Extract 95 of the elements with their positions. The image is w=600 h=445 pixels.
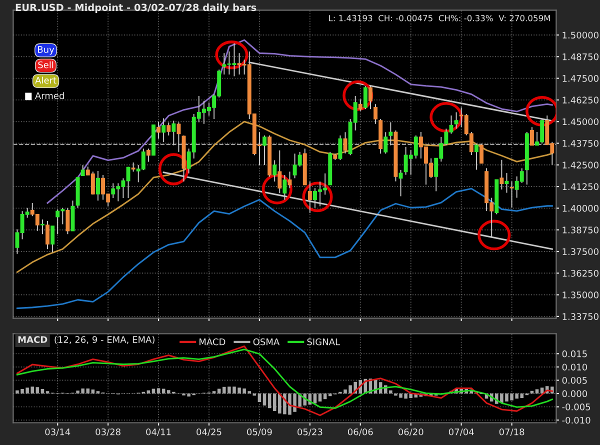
chart-title: MACD xyxy=(18,336,48,343)
candlestick xyxy=(162,118,166,143)
candlestick xyxy=(343,132,348,154)
x-tick-label: 07/04 xyxy=(448,428,474,436)
candlestick xyxy=(374,104,378,124)
candlestick xyxy=(40,218,44,235)
y-tick-label: 0.010 xyxy=(562,364,587,371)
x-tick-label: 06/20 xyxy=(398,428,424,436)
y-tick-label: 1.40000 xyxy=(562,204,598,212)
y-tick-label: 1.43750 xyxy=(562,140,598,147)
legend-label: SIGNAL xyxy=(307,338,340,346)
y-tick-label: 0.005 xyxy=(562,376,587,384)
legend-label: OSMA xyxy=(253,338,280,346)
chart-subtitle: (12, 26, 9 - EMA, EMA) xyxy=(54,336,154,344)
x-tick-label: 03/28 xyxy=(96,428,120,436)
candlestick xyxy=(176,122,181,152)
x-tick-label: 06/06 xyxy=(348,428,373,436)
candlestick xyxy=(80,164,85,176)
candlestick xyxy=(384,132,388,154)
x-tick-label: 04/25 xyxy=(196,428,222,436)
bar xyxy=(258,394,262,402)
candlestick xyxy=(166,122,171,136)
candlestick xyxy=(510,180,514,208)
candlestick xyxy=(454,112,458,130)
y-tick-label: 1.42500 xyxy=(562,162,598,168)
annotation: Armed xyxy=(34,92,64,100)
bar xyxy=(272,394,276,412)
candlestick xyxy=(156,121,161,140)
x-tick-label: 05/23 xyxy=(298,428,322,436)
y-tick-label: -0.010 xyxy=(562,416,590,424)
candlestick xyxy=(474,143,478,170)
bar xyxy=(318,394,322,402)
bar xyxy=(36,387,40,394)
line-series xyxy=(16,345,553,416)
candlestick xyxy=(131,162,136,172)
x-tick-label: 05/09 xyxy=(247,428,272,436)
y-tick-label: 1.37500 xyxy=(562,248,598,256)
candlestick xyxy=(530,126,534,146)
candlestick xyxy=(368,86,372,110)
bar xyxy=(162,388,166,394)
y-tick-label: 1.47500 xyxy=(562,75,598,82)
bar xyxy=(46,391,50,394)
candlestick xyxy=(272,160,277,182)
candlestick xyxy=(388,122,393,146)
candlestick xyxy=(358,98,362,112)
y-tick-label: 1.45000 xyxy=(562,118,598,126)
candlestick xyxy=(146,148,150,162)
y-tick-label: 1.33750 xyxy=(562,313,598,320)
y-tick-label: 1.50000 xyxy=(562,32,598,39)
bar xyxy=(212,391,216,394)
y-tick-label: 1.36250 xyxy=(562,270,598,277)
candlestick xyxy=(172,120,176,146)
y-tick-label: 0.000 xyxy=(562,390,587,398)
x-tick-label: 07/18 xyxy=(499,428,524,436)
bar xyxy=(91,390,95,394)
candlestick xyxy=(66,207,70,235)
candlestick xyxy=(96,170,100,202)
legend-label: MACD xyxy=(200,338,226,346)
bar xyxy=(96,391,100,394)
candlestick xyxy=(500,159,504,190)
bar xyxy=(40,389,44,394)
y-tick-label: 1.48750 xyxy=(562,53,598,60)
bar xyxy=(313,394,317,404)
y-tick-label: 1.46250 xyxy=(562,96,598,104)
bar xyxy=(152,388,156,394)
annotation: Sell xyxy=(38,61,54,68)
x-tick-label: 04/11 xyxy=(146,428,171,436)
bar xyxy=(156,388,160,394)
candlestick xyxy=(504,172,509,194)
line-series xyxy=(16,120,553,273)
annotation: L: 1.43193 CH: -0.00475 CH%: -0.33% V: 270.059M xyxy=(329,15,550,22)
candlestick xyxy=(282,174,287,200)
candlestick xyxy=(480,143,484,164)
candlestick xyxy=(308,181,312,214)
bar xyxy=(268,394,272,408)
bar xyxy=(323,394,327,400)
annotation: Alert xyxy=(35,76,56,84)
candlestick xyxy=(262,134,266,166)
x-tick-label: 03/14 xyxy=(45,428,70,436)
y-tick-label: 1.38750 xyxy=(562,226,598,234)
chart-title: EUR.USD - Midpoint - 03/02-07/28 daily bars xyxy=(16,4,256,14)
bar xyxy=(540,388,544,394)
y-tick-label: 1.41250 xyxy=(562,183,598,190)
bar xyxy=(217,388,221,394)
candlestick xyxy=(338,134,342,161)
candlestick xyxy=(50,226,55,253)
candlestick xyxy=(46,220,50,250)
y-tick-label: 0.015 xyxy=(562,350,587,358)
line-series xyxy=(16,348,553,409)
annotation: Buy xyxy=(38,46,54,55)
y-tick-label: -0.005 xyxy=(562,404,590,410)
line-series xyxy=(16,188,553,310)
bar xyxy=(262,394,266,406)
y-tick-label: 1.35000 xyxy=(562,292,598,298)
candlestick xyxy=(363,86,368,110)
